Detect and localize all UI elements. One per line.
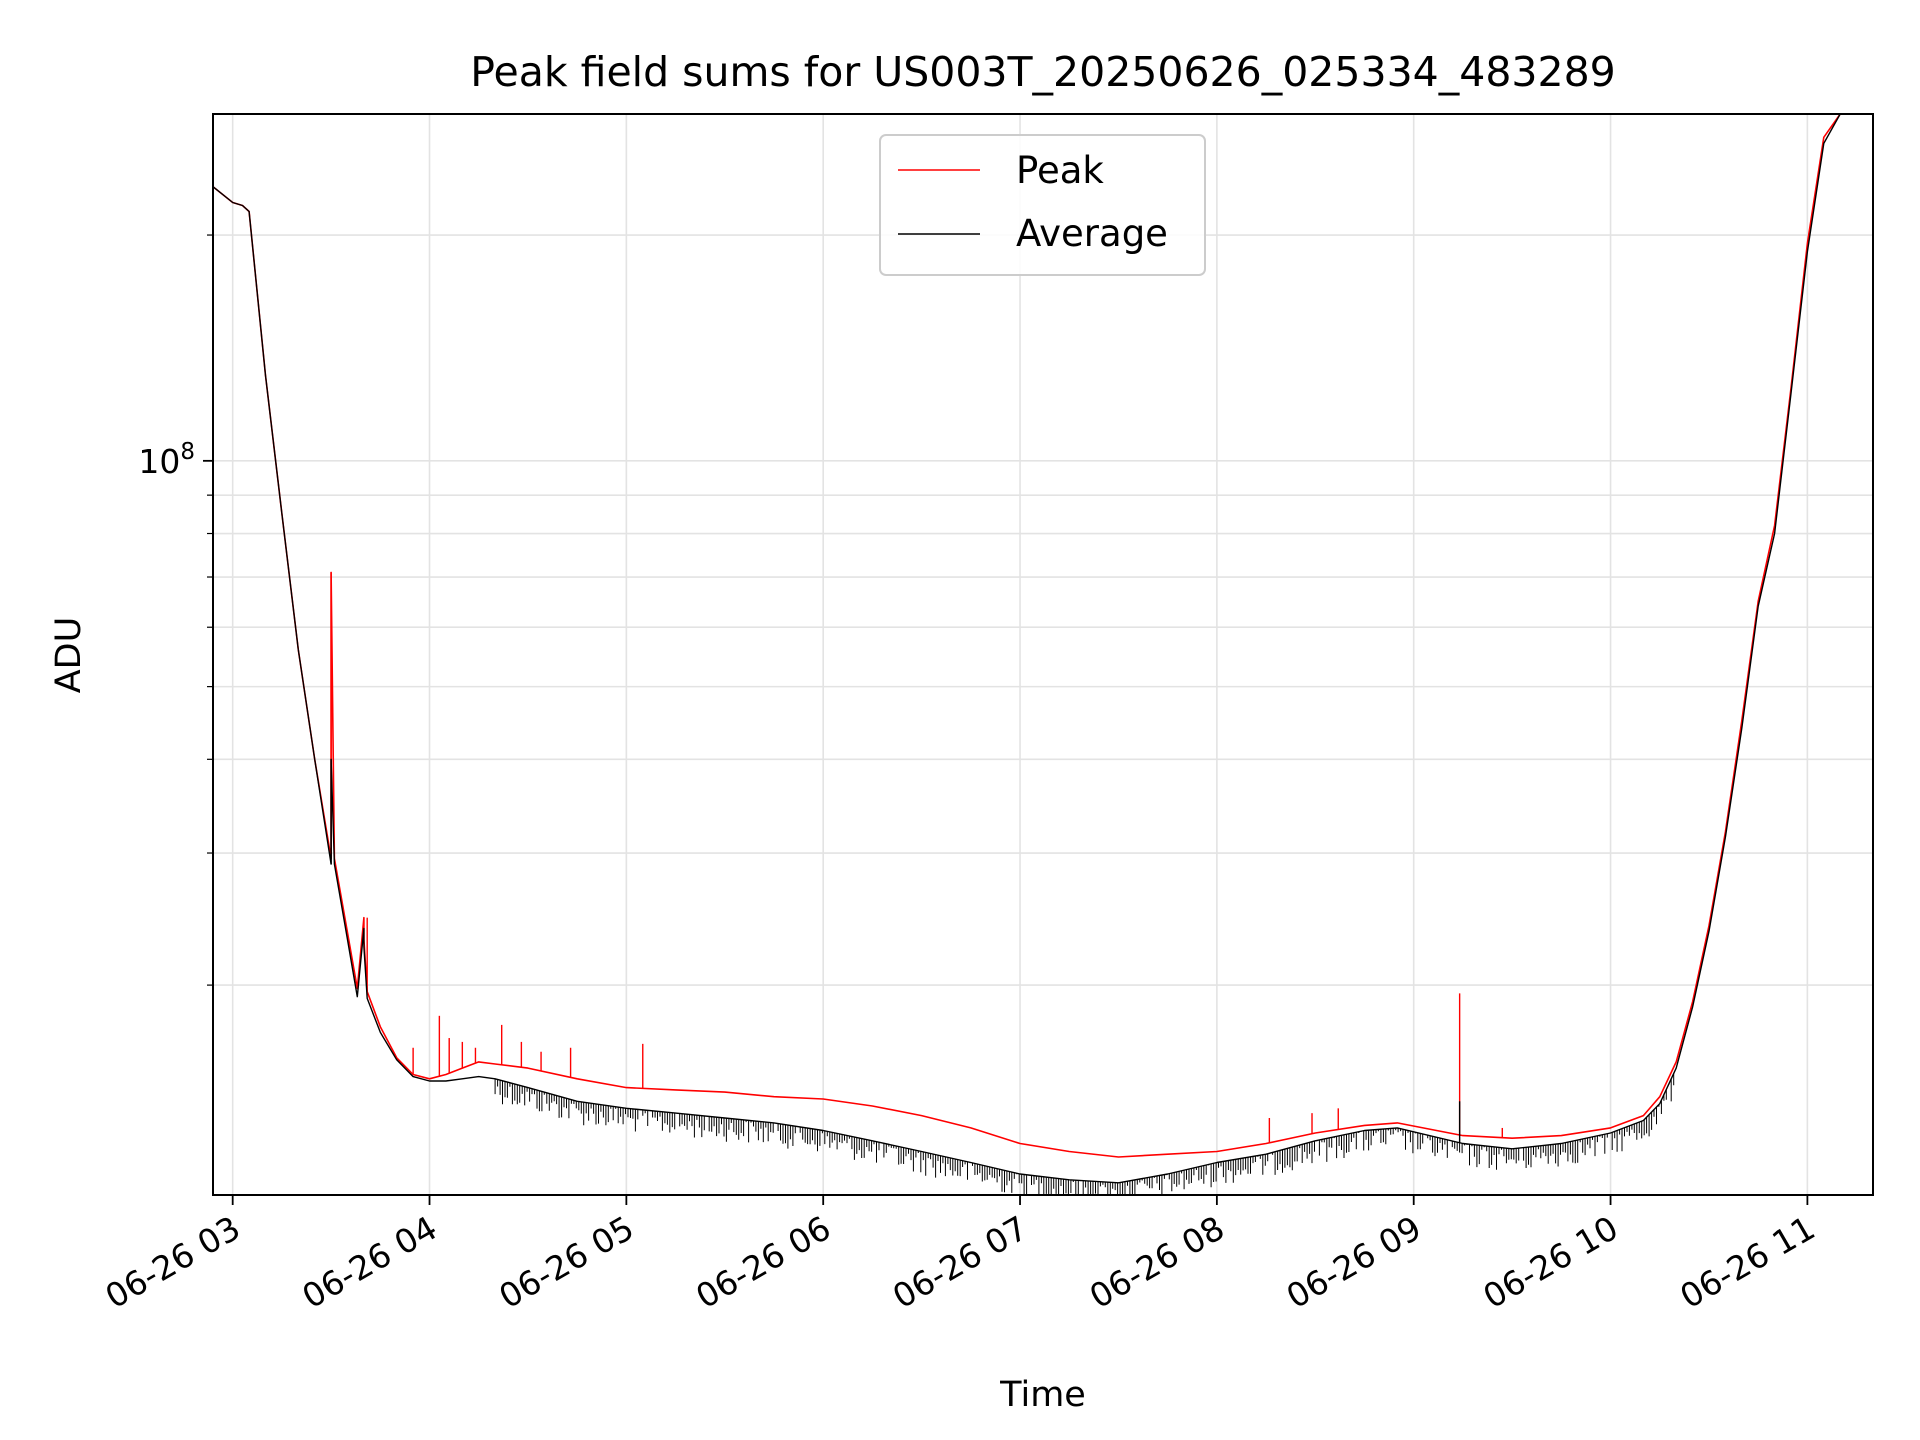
y-tick-label-exponent: 8	[180, 439, 195, 465]
chart-title: Peak field sums for US003T_20250626_0253…	[470, 48, 1616, 96]
y-axis-label: ADU	[49, 617, 89, 694]
x-axis-label: Time	[999, 1375, 1086, 1415]
y-tick-label: 108	[138, 439, 195, 481]
axes-frame	[212, 113, 1874, 1196]
series-average-line	[213, 114, 1873, 1184]
y-tick-label-base: 10	[138, 442, 180, 481]
series-group	[213, 114, 1873, 1195]
legend-average-label: Average	[1016, 212, 1168, 255]
series-average-noise	[494, 1073, 1675, 1195]
legend: Peak Average	[879, 134, 1206, 276]
y-axis-ticks: 108	[138, 234, 213, 986]
plot-area	[213, 114, 1873, 1195]
legend-peak-label: Peak	[1016, 149, 1104, 192]
